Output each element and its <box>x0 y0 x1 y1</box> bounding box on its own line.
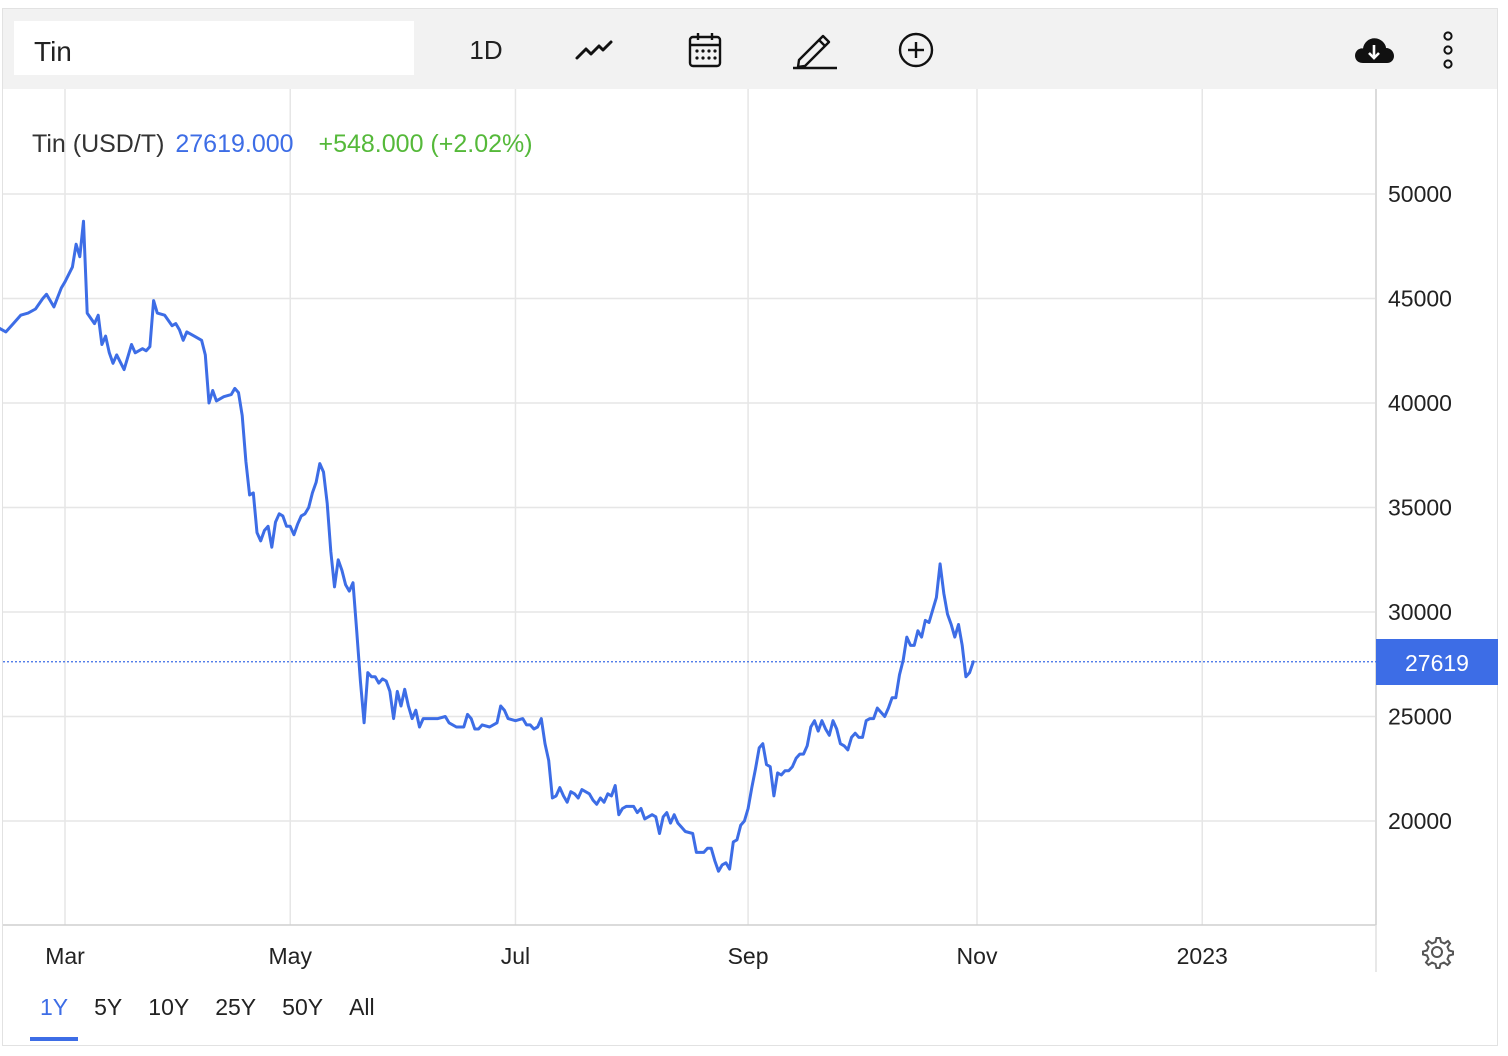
range-button-50y[interactable]: 50Y <box>282 994 324 1020</box>
pencil-icon <box>793 34 837 70</box>
series-line <box>0 219 975 873</box>
series-change: +548.000 (+2.02%) <box>318 130 533 158</box>
y-tick-label: 30000 <box>1388 599 1452 625</box>
draw-button[interactable] <box>790 26 840 74</box>
range-selector: 1Y 5Y 10Y 25Y 50Y All <box>30 990 391 1041</box>
interval-label: 1D <box>469 34 503 65</box>
range-button-all[interactable]: All <box>349 994 375 1020</box>
x-axis-labels: Mar May Jul Sep Nov 2023 <box>45 943 1228 969</box>
y-tick-label: 35000 <box>1388 495 1452 521</box>
y-tick-label: 45000 <box>1388 286 1452 312</box>
axes <box>3 89 1377 972</box>
compare-button[interactable] <box>896 26 936 74</box>
range-button-1y[interactable]: 1Y <box>30 990 79 1041</box>
date-range-button[interactable] <box>684 26 726 74</box>
series-value: 27619.000 <box>175 130 294 158</box>
chart-type-button[interactable] <box>572 26 616 74</box>
y-tick-label: 20000 <box>1388 808 1452 834</box>
line-chart-icon <box>575 40 613 60</box>
cloud-download-icon <box>1355 38 1394 63</box>
y-axis-labels: 50000 45000 40000 35000 30000 25000 20000 <box>1388 181 1452 834</box>
y-tick-label: 40000 <box>1388 390 1452 416</box>
x-tick-label: Jul <box>501 943 530 969</box>
chart-frame <box>2 8 1498 1046</box>
price-series <box>0 219 975 873</box>
y-tick-label: 25000 <box>1388 704 1452 730</box>
series-name: Tin (USD/T) <box>32 130 165 158</box>
x-tick-label: Sep <box>728 943 769 969</box>
x-tick-label: Mar <box>45 943 85 969</box>
settings-button[interactable] <box>1420 935 1454 969</box>
calendar-icon <box>688 33 722 68</box>
range-button-25y[interactable]: 25Y <box>215 994 257 1020</box>
more-vertical-icon <box>1443 31 1453 69</box>
interval-button[interactable]: 1D <box>466 26 506 74</box>
grid-lines <box>3 89 1375 925</box>
last-price-tag: 27619 <box>1376 639 1498 685</box>
y-tick-label: 50000 <box>1388 181 1452 207</box>
x-tick-label: 2023 <box>1177 943 1228 969</box>
more-options-button[interactable] <box>1436 26 1460 74</box>
x-tick-label: Nov <box>957 943 998 969</box>
add-circle-icon <box>898 32 934 68</box>
range-button-10y[interactable]: 10Y <box>148 994 190 1020</box>
symbol-search-input[interactable]: Tin <box>14 21 414 75</box>
chart-legend: Tin (USD/T) 27619.000 +548.000 (+2.02%) <box>32 130 533 159</box>
download-button[interactable] <box>1350 26 1398 74</box>
x-tick-label: May <box>269 943 313 969</box>
range-button-5y[interactable]: 5Y <box>94 994 123 1020</box>
gear-icon <box>1422 937 1454 969</box>
